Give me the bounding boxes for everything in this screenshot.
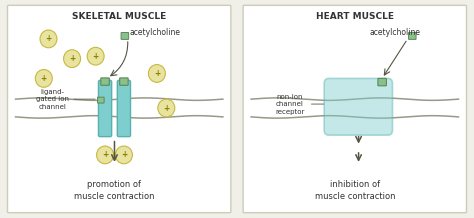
Text: +: + (154, 69, 160, 78)
Text: acetylcholine: acetylcholine (369, 29, 420, 37)
FancyBboxPatch shape (8, 5, 231, 213)
FancyBboxPatch shape (117, 80, 130, 137)
Circle shape (116, 146, 132, 164)
Text: +: + (163, 104, 169, 112)
FancyBboxPatch shape (409, 32, 416, 39)
FancyBboxPatch shape (98, 97, 104, 103)
Text: ligand-
gated ion
channel: ligand- gated ion channel (36, 89, 69, 110)
Text: non-ion
channel
receptor: non-ion channel receptor (275, 94, 304, 115)
Text: SKELETAL MUSCLE: SKELETAL MUSCLE (72, 12, 166, 21)
Circle shape (87, 47, 104, 65)
FancyBboxPatch shape (119, 78, 128, 85)
FancyBboxPatch shape (378, 78, 386, 86)
Text: inhibition of
muscle contraction: inhibition of muscle contraction (315, 180, 395, 201)
Text: +: + (41, 74, 47, 83)
Text: acetylcholine: acetylcholine (129, 29, 180, 37)
Circle shape (97, 146, 114, 164)
Text: +: + (102, 150, 108, 159)
Text: +: + (121, 150, 127, 159)
Text: HEART MUSCLE: HEART MUSCLE (316, 12, 394, 21)
Text: +: + (46, 34, 52, 43)
FancyBboxPatch shape (324, 78, 392, 135)
Circle shape (36, 70, 52, 87)
Circle shape (64, 50, 81, 68)
FancyBboxPatch shape (101, 78, 109, 85)
Text: +: + (92, 52, 99, 61)
Circle shape (148, 65, 165, 82)
Circle shape (158, 99, 175, 117)
Text: +: + (69, 54, 75, 63)
FancyBboxPatch shape (99, 80, 112, 137)
Text: promotion of
muscle contraction: promotion of muscle contraction (74, 180, 155, 201)
Circle shape (40, 30, 57, 48)
FancyBboxPatch shape (243, 5, 466, 213)
FancyBboxPatch shape (121, 32, 128, 39)
